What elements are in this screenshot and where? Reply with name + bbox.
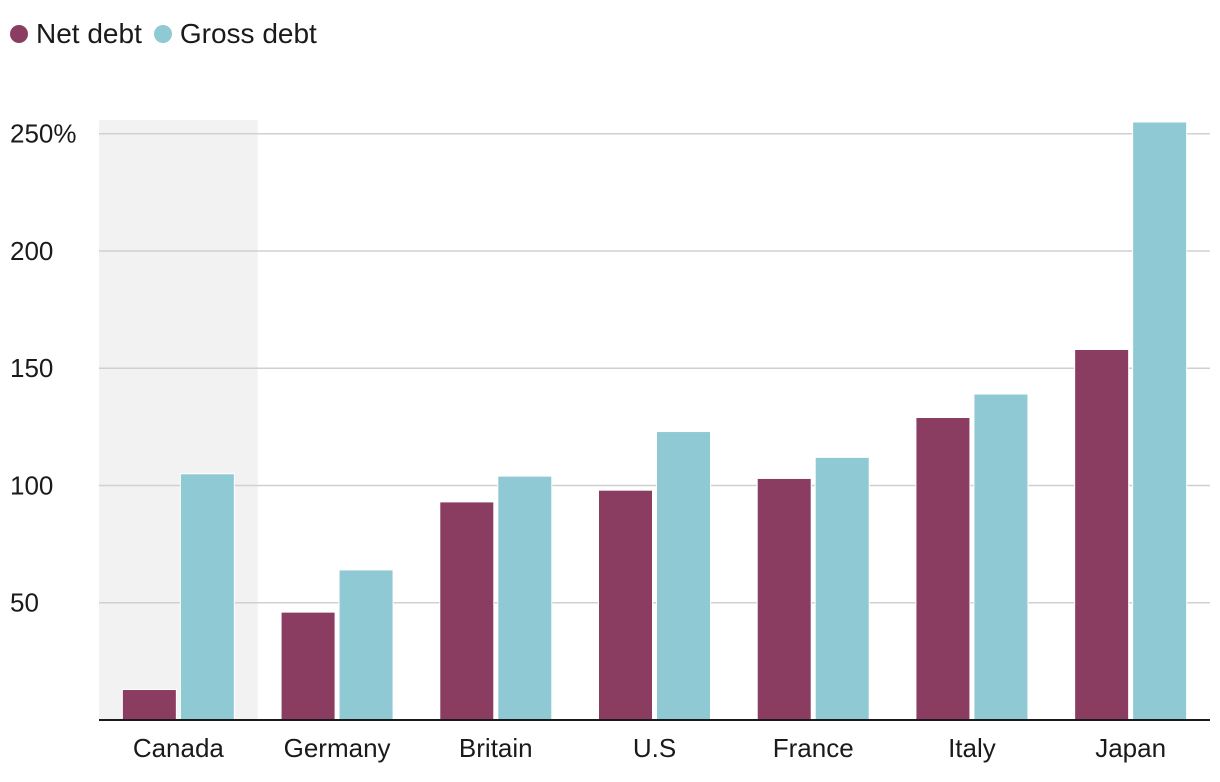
bar-gross-debt-britain — [497, 475, 553, 721]
x-tick-label-canada: Canada — [133, 733, 225, 763]
bar-net-debt-italy — [915, 416, 971, 721]
bar-gross-debt-germany — [338, 569, 394, 721]
bar-net-debt-u-s — [598, 489, 653, 721]
bar-gross-debt-u-s — [656, 431, 711, 721]
x-tick-label-britain: Britain — [459, 733, 533, 763]
bar-net-debt-japan — [1074, 348, 1130, 721]
bar-gross-debt-canada — [179, 473, 235, 721]
bar-net-debt-germany — [280, 611, 336, 721]
y-tick-label-100: 100 — [10, 470, 53, 500]
y-tick-label-250: 250% — [10, 119, 77, 149]
x-tick-label-france: France — [773, 733, 854, 763]
bar-net-debt-britain — [439, 501, 495, 721]
legend: Net debt Gross debt — [10, 14, 329, 54]
y-tick-label-200: 200 — [10, 236, 53, 266]
net-debt-swatch — [10, 25, 28, 43]
gross-debt-swatch — [153, 25, 172, 43]
x-tick-label-japan: Japan — [1095, 733, 1166, 763]
y-tick-label-150: 150 — [10, 353, 53, 383]
legend-label-net-debt: Net debt — [36, 18, 142, 49]
legend-label-gross-debt: Gross debt — [179, 18, 317, 49]
x-tick-label-u-s: U.S — [633, 733, 676, 763]
x-tick-label-italy: Italy — [948, 733, 996, 763]
legend-item-gross-debt: Gross debt — [153, 18, 317, 50]
bar-gross-debt-japan — [1132, 121, 1188, 721]
bar-net-debt-canada — [121, 689, 177, 721]
bar-gross-debt-france — [814, 456, 870, 721]
legend-item-net-debt: Net debt — [10, 18, 142, 50]
bar-gross-debt-italy — [973, 393, 1029, 721]
y-tick-label-50: 50 — [10, 588, 39, 618]
bar-net-debt-france — [756, 477, 812, 721]
x-tick-label-germany: Germany — [284, 733, 391, 763]
